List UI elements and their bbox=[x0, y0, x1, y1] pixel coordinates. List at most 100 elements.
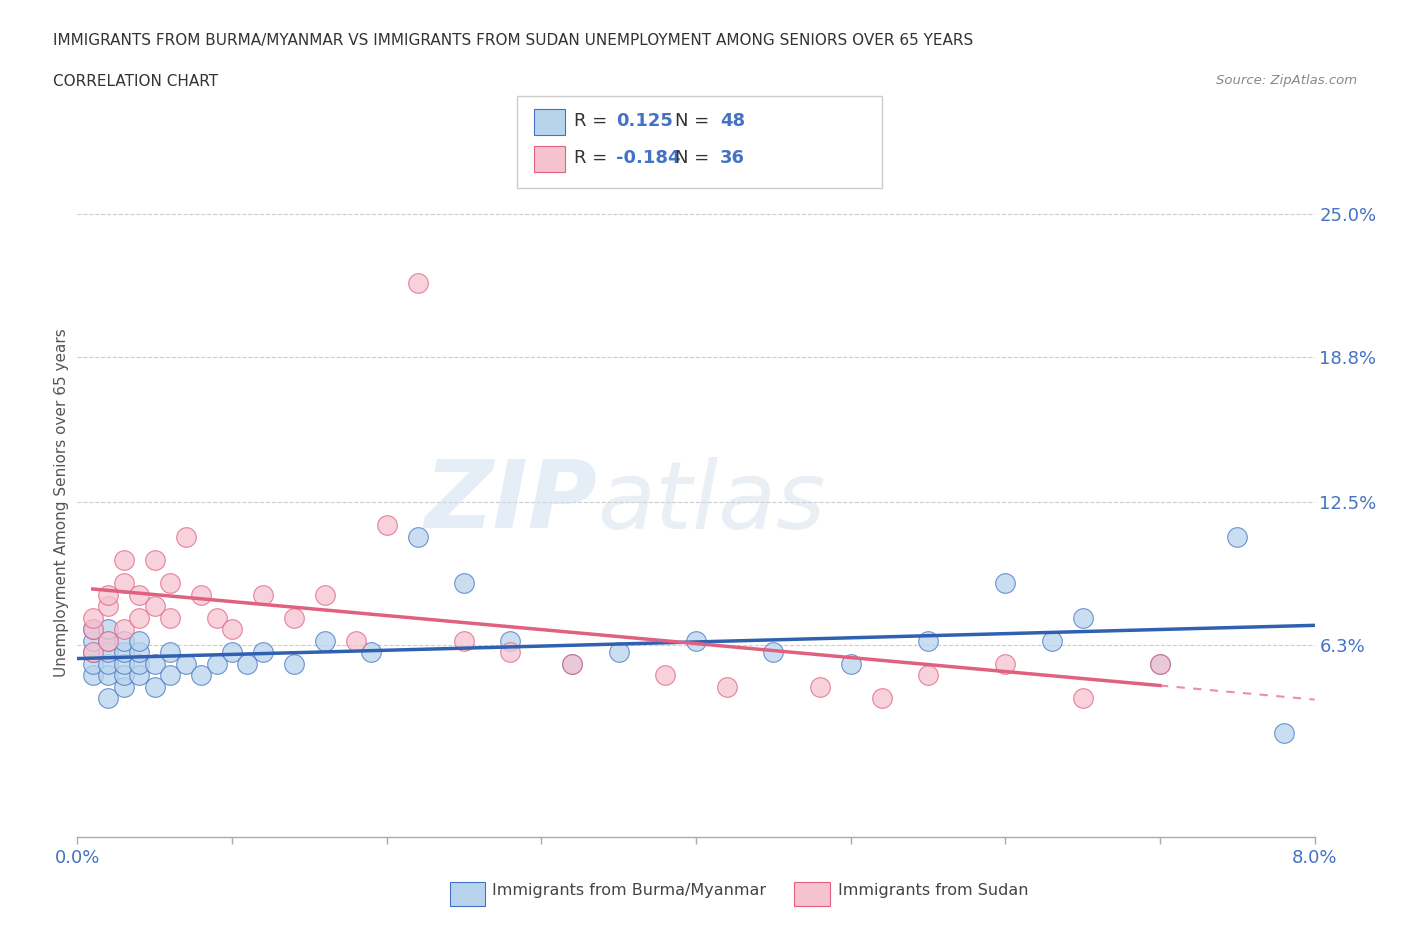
Point bbox=[406, 275, 429, 290]
Point bbox=[112, 644, 135, 659]
Text: 36: 36 bbox=[720, 149, 745, 167]
Point bbox=[97, 668, 120, 683]
Point bbox=[97, 622, 120, 637]
Point bbox=[112, 657, 135, 671]
Point bbox=[994, 576, 1017, 591]
Point bbox=[1149, 657, 1171, 671]
Point bbox=[128, 657, 150, 671]
Point bbox=[716, 680, 738, 695]
Point bbox=[654, 668, 676, 683]
Point bbox=[128, 644, 150, 659]
Point bbox=[112, 668, 135, 683]
Point bbox=[82, 657, 104, 671]
Point bbox=[314, 587, 336, 602]
Point bbox=[159, 644, 181, 659]
Point bbox=[97, 633, 120, 648]
Point bbox=[375, 518, 398, 533]
Point bbox=[561, 657, 583, 671]
Point bbox=[82, 668, 104, 683]
Point bbox=[143, 657, 166, 671]
Point bbox=[283, 657, 305, 671]
Text: R =: R = bbox=[574, 149, 613, 167]
Point bbox=[97, 599, 120, 614]
Text: CORRELATION CHART: CORRELATION CHART bbox=[53, 74, 218, 89]
Point bbox=[453, 633, 475, 648]
Point bbox=[221, 644, 243, 659]
Point bbox=[190, 587, 212, 602]
Point bbox=[82, 622, 104, 637]
Point bbox=[112, 552, 135, 567]
Point bbox=[205, 657, 228, 671]
Text: 48: 48 bbox=[720, 112, 745, 130]
Point bbox=[453, 576, 475, 591]
Point bbox=[82, 644, 104, 659]
Point bbox=[1226, 529, 1249, 544]
Point bbox=[143, 552, 166, 567]
Point bbox=[1149, 657, 1171, 671]
Point bbox=[314, 633, 336, 648]
Point bbox=[994, 657, 1017, 671]
Point bbox=[174, 529, 197, 544]
Point bbox=[112, 622, 135, 637]
Point bbox=[97, 587, 120, 602]
Point bbox=[283, 610, 305, 625]
Point bbox=[344, 633, 367, 648]
Point bbox=[174, 657, 197, 671]
Point bbox=[499, 644, 522, 659]
Text: atlas: atlas bbox=[598, 457, 825, 548]
Point bbox=[1272, 725, 1295, 740]
Point bbox=[1071, 691, 1094, 706]
Text: Immigrants from Burma/Myanmar: Immigrants from Burma/Myanmar bbox=[492, 884, 766, 898]
Point bbox=[82, 644, 104, 659]
Point bbox=[112, 680, 135, 695]
Point bbox=[917, 633, 939, 648]
Point bbox=[143, 680, 166, 695]
Point bbox=[97, 657, 120, 671]
Point bbox=[252, 644, 274, 659]
Text: Source: ZipAtlas.com: Source: ZipAtlas.com bbox=[1216, 74, 1357, 87]
Y-axis label: Unemployment Among Seniors over 65 years: Unemployment Among Seniors over 65 years bbox=[53, 328, 69, 677]
Point bbox=[128, 668, 150, 683]
Point bbox=[97, 691, 120, 706]
Point bbox=[685, 633, 707, 648]
Text: N =: N = bbox=[675, 112, 714, 130]
Point bbox=[1040, 633, 1063, 648]
Point bbox=[360, 644, 382, 659]
Point bbox=[236, 657, 259, 671]
Point bbox=[808, 680, 831, 695]
Point bbox=[112, 633, 135, 648]
Text: Immigrants from Sudan: Immigrants from Sudan bbox=[838, 884, 1028, 898]
Point bbox=[82, 633, 104, 648]
Text: N =: N = bbox=[675, 149, 714, 167]
Point bbox=[97, 633, 120, 648]
Point bbox=[406, 529, 429, 544]
Point bbox=[205, 610, 228, 625]
Point bbox=[561, 657, 583, 671]
Point bbox=[762, 644, 785, 659]
Text: ZIP: ZIP bbox=[425, 457, 598, 548]
Point bbox=[143, 599, 166, 614]
Point bbox=[159, 668, 181, 683]
Point bbox=[499, 633, 522, 648]
Point bbox=[82, 622, 104, 637]
Point bbox=[870, 691, 893, 706]
Point bbox=[128, 610, 150, 625]
Point bbox=[97, 644, 120, 659]
Point bbox=[159, 610, 181, 625]
Point bbox=[917, 668, 939, 683]
Point bbox=[112, 576, 135, 591]
Point bbox=[128, 587, 150, 602]
Text: R =: R = bbox=[574, 112, 613, 130]
Text: IMMIGRANTS FROM BURMA/MYANMAR VS IMMIGRANTS FROM SUDAN UNEMPLOYMENT AMONG SENIOR: IMMIGRANTS FROM BURMA/MYANMAR VS IMMIGRA… bbox=[53, 33, 974, 47]
Point bbox=[1071, 610, 1094, 625]
Text: -0.184: -0.184 bbox=[616, 149, 681, 167]
Point bbox=[607, 644, 630, 659]
Point bbox=[190, 668, 212, 683]
Point bbox=[128, 633, 150, 648]
Point bbox=[82, 610, 104, 625]
Point bbox=[221, 622, 243, 637]
Point bbox=[839, 657, 862, 671]
Text: 0.125: 0.125 bbox=[616, 112, 672, 130]
Point bbox=[252, 587, 274, 602]
Point bbox=[159, 576, 181, 591]
